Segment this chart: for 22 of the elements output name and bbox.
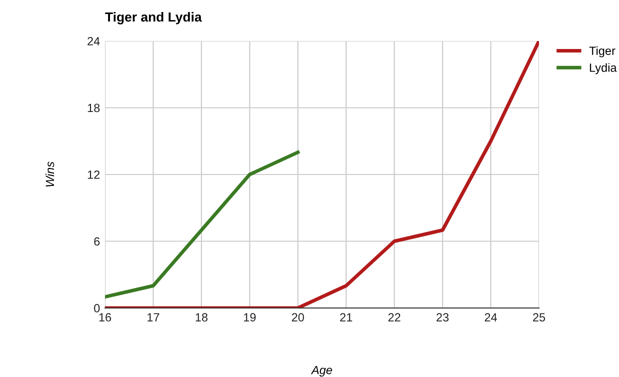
x-tick-label: 22 xyxy=(388,313,400,322)
x-tick-label: 16 xyxy=(99,313,112,322)
x-tick-label: 19 xyxy=(244,313,256,322)
y-tick-label: 12 xyxy=(88,170,100,179)
chart-title: Tiger and Lydia xyxy=(105,12,202,24)
y-axis-title: Wins xyxy=(45,162,54,187)
x-tick-label: 20 xyxy=(292,313,304,322)
line-series xyxy=(105,150,300,299)
legend-label: Lydia xyxy=(590,63,617,74)
y-tick-label: 18 xyxy=(88,104,100,112)
x-axis-title: Age xyxy=(310,366,332,377)
legend-label: Tiger xyxy=(589,46,616,58)
x-tick-label: 24 xyxy=(484,313,497,322)
x-tick-label: 18 xyxy=(196,313,208,322)
y-tick-label: 6 xyxy=(94,237,100,246)
line-series xyxy=(105,41,539,308)
x-tick-label: 25 xyxy=(533,313,546,322)
y-tick-label: 0 xyxy=(94,304,100,312)
x-tick-label: 23 xyxy=(436,313,449,322)
x-tick-label: 21 xyxy=(340,313,352,322)
x-tick-label: 17 xyxy=(148,313,160,322)
y-tick-label: 24 xyxy=(88,37,100,46)
